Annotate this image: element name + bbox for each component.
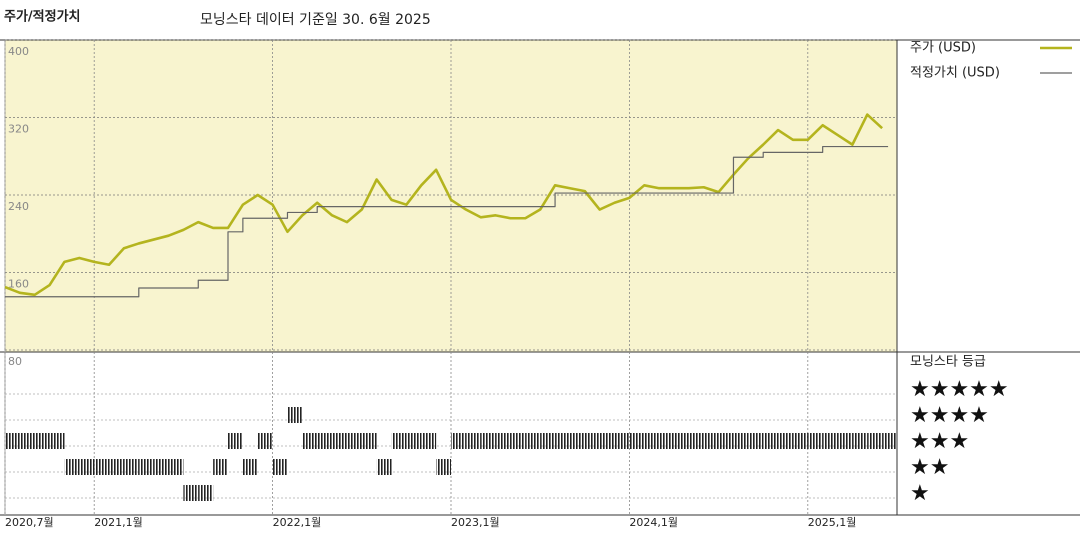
rating-bar — [123, 459, 139, 475]
rating-bar — [837, 433, 853, 449]
rating-bar — [242, 459, 258, 475]
rating-bar — [376, 459, 392, 475]
rating-bar — [183, 485, 199, 501]
rating-bar — [436, 459, 451, 475]
rating-bar — [629, 433, 645, 449]
rating-bar — [302, 433, 318, 449]
rating-bar — [614, 433, 630, 449]
rating-bar — [287, 407, 303, 423]
rating-bar — [867, 433, 883, 449]
rating-bar — [792, 433, 808, 449]
x-tick-label: 2025,1월 — [808, 516, 857, 529]
legend-label: 주가 (USD) — [910, 41, 976, 56]
y-tick-label: 320 — [8, 123, 29, 136]
y-tick-label: 160 — [8, 278, 29, 291]
rating-bar — [510, 433, 526, 449]
rating-bar — [346, 433, 362, 449]
legend-label: 적정가치 (USD) — [910, 66, 1000, 81]
rating-bar — [138, 459, 154, 475]
rating-bar — [644, 433, 660, 449]
x-tick-label: 2021,1월 — [94, 516, 143, 529]
rating-bar — [540, 433, 556, 449]
series-line — [4, 113, 884, 297]
rating-bar — [64, 459, 80, 475]
rating-bar — [882, 433, 897, 449]
rating-bar — [272, 459, 288, 475]
rating-bar — [599, 433, 615, 449]
x-tick-label: 2023,1월 — [451, 516, 500, 529]
rating-bar — [659, 433, 674, 449]
series-line — [5, 145, 889, 298]
rating-bar — [495, 433, 511, 449]
rating-bar — [763, 433, 779, 449]
rating-bar — [525, 433, 541, 449]
rating-bar — [168, 459, 184, 475]
rating-bar — [569, 433, 585, 449]
rating-bar — [109, 459, 124, 475]
chart-subtitle: 모닝스타 데이터 기준일 30. 6월 2025 — [200, 12, 431, 28]
rating-label: ★★★★★ — [910, 377, 1009, 402]
rating-bar — [198, 485, 214, 501]
rating-bar — [807, 433, 823, 449]
rating-bar — [674, 433, 689, 449]
rating-bar — [555, 433, 570, 449]
x-tick-label: 2022,1월 — [273, 516, 322, 529]
rating-bar — [688, 433, 704, 449]
rating-bar — [748, 433, 764, 449]
y-tick-label: 400 — [8, 45, 29, 58]
rating-label: ★★ — [910, 455, 949, 480]
rating-bar — [406, 433, 422, 449]
rating-bar — [49, 433, 65, 449]
rating-bar — [421, 433, 437, 449]
rating-bar — [822, 433, 838, 449]
rating-bar — [852, 433, 868, 449]
rating-label: ★★★★ — [910, 403, 989, 428]
rating-bar — [778, 433, 793, 449]
rating-label: ★ — [910, 481, 930, 506]
x-tick-label: 2020,7월 — [5, 516, 54, 529]
rating-bar — [584, 433, 600, 449]
rating-title: 모닝스타 등급 — [910, 355, 986, 370]
rating-bar — [332, 433, 347, 449]
rating-bar — [79, 459, 95, 475]
rating-bar — [5, 433, 20, 449]
x-tick-label: 2024,1월 — [629, 516, 678, 529]
y-tick-label: 80 — [8, 355, 22, 368]
rating-bar — [317, 433, 333, 449]
rating-bar — [733, 433, 749, 449]
rating-bar — [480, 433, 496, 449]
rating-bar — [391, 433, 407, 449]
rating-bar — [703, 433, 719, 449]
rating-bar — [213, 459, 228, 475]
rating-bar — [257, 433, 273, 449]
rating-bar — [451, 433, 466, 449]
rating-bar — [465, 433, 481, 449]
rating-bar — [153, 459, 169, 475]
rating-bar — [94, 459, 110, 475]
rating-bar — [34, 433, 50, 449]
rating-bar — [19, 433, 35, 449]
rating-label: ★★★ — [910, 429, 969, 454]
rating-bar — [228, 433, 243, 449]
y-tick-label: 240 — [8, 200, 29, 213]
chart-title: 주가/적정가치 — [4, 9, 81, 25]
rating-bar — [718, 433, 734, 449]
rating-bar — [361, 433, 377, 449]
